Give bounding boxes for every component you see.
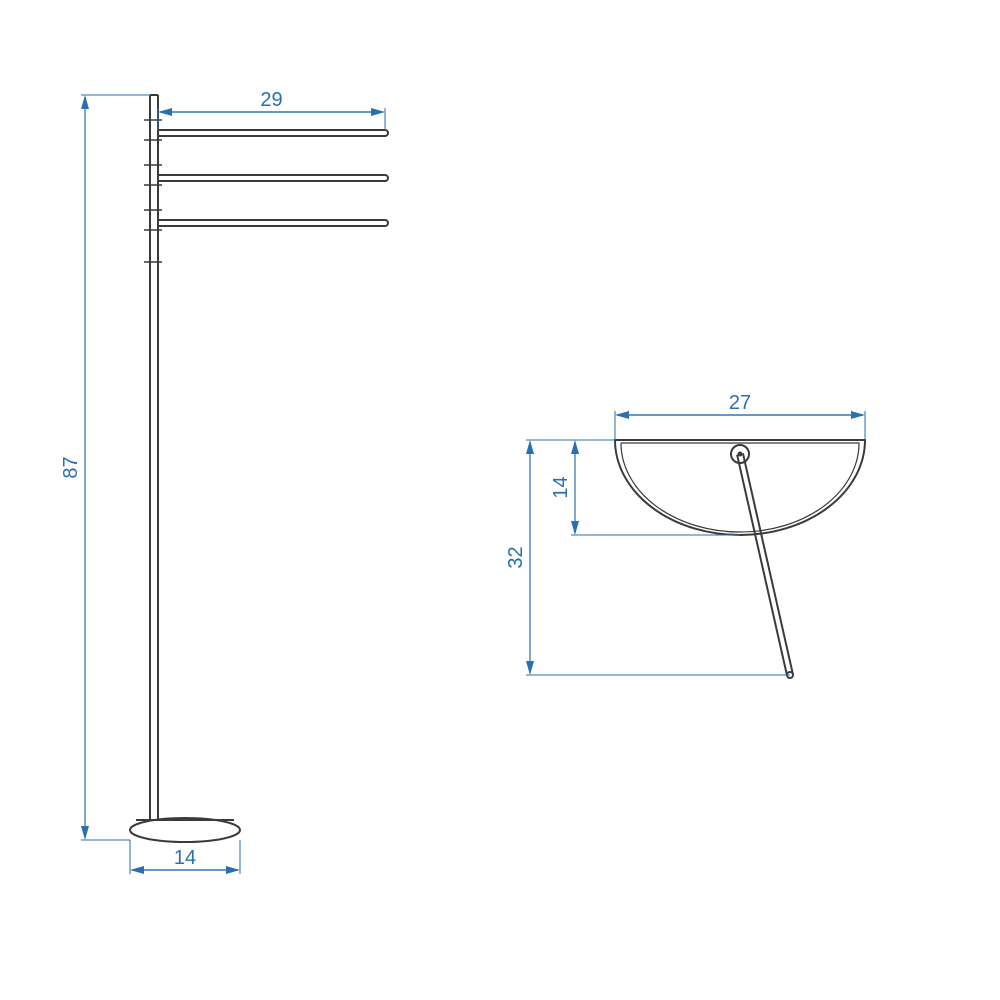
technical-drawing: 87 29 14 27 14 32: [0, 0, 1000, 1000]
dim-top-depth-14: 14: [550, 442, 575, 533]
dim-arm-32: 32: [505, 442, 530, 673]
dim-bar-29: 29: [160, 89, 383, 112]
dim-base-14: 14: [132, 847, 238, 870]
dim-arm-32-label: 32: [505, 546, 527, 568]
dim-height-87: 87: [60, 97, 85, 838]
dim-bar-29-label: 29: [260, 89, 282, 111]
dim-top-width-27-label: 27: [729, 392, 751, 414]
dim-top-width-27: 27: [617, 392, 863, 415]
dim-top-depth-14-label: 14: [550, 476, 572, 498]
dim-base-14-label: 14: [174, 847, 196, 869]
dim-height-87-label: 87: [60, 456, 82, 478]
